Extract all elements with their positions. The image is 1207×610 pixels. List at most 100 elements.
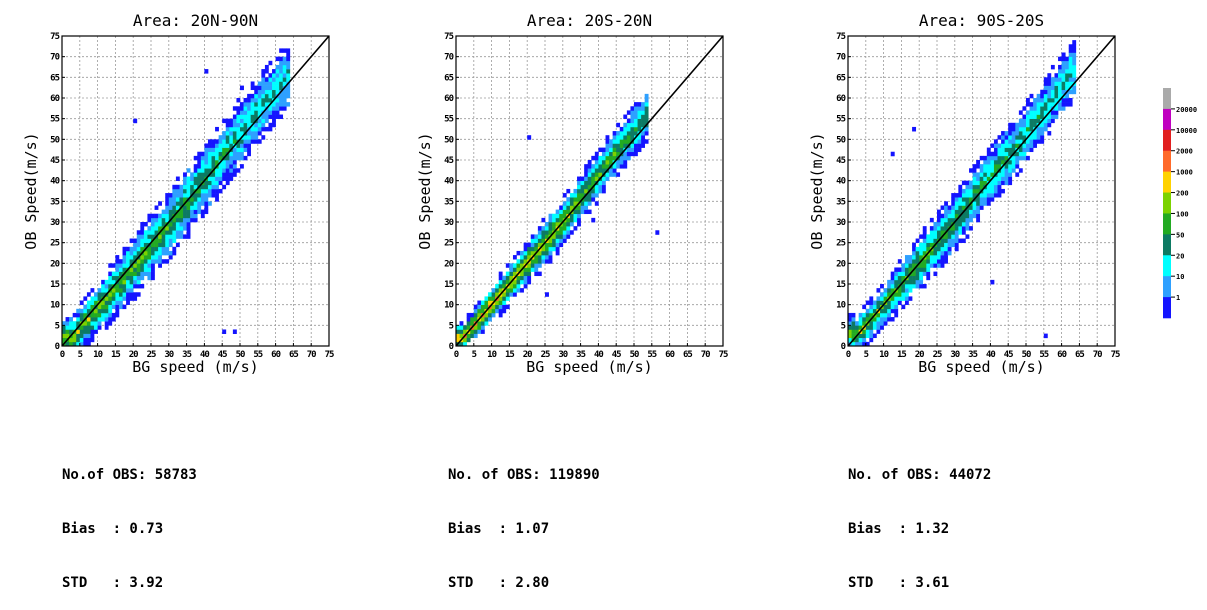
density-cell — [1008, 160, 1013, 165]
colorbar-level-label: 200 — [1176, 190, 1189, 198]
density-cell — [929, 234, 934, 239]
density-cell — [976, 213, 981, 219]
x-tick-label: 75 — [1111, 350, 1120, 360]
colorbar-swatch — [1163, 192, 1171, 214]
density-cell — [634, 102, 638, 107]
density-cell — [883, 321, 888, 326]
obs-count-label: No.of OBS: 58783 — [62, 467, 197, 483]
outlier-point — [1061, 52, 1066, 58]
density-cell — [175, 226, 180, 231]
density-cell — [118, 304, 123, 310]
density-cell — [587, 201, 592, 206]
density-cell — [979, 164, 984, 169]
density-cell — [122, 292, 127, 297]
density-cell — [161, 234, 166, 239]
density-cell — [268, 85, 273, 91]
density-cell — [264, 81, 269, 86]
density-cell — [186, 213, 191, 219]
density-cell — [498, 312, 503, 318]
density-cell — [527, 255, 532, 260]
x-tick-label: 15 — [111, 350, 120, 360]
density-cell — [172, 201, 177, 206]
density-cell — [644, 106, 649, 111]
density-cell — [1058, 93, 1062, 99]
density-cell — [186, 222, 191, 227]
density-cell — [1001, 172, 1005, 177]
density-cell — [264, 93, 269, 99]
density-cell — [591, 197, 596, 202]
density-cell — [1072, 44, 1077, 49]
density-cell — [172, 226, 177, 231]
density-cell — [1018, 139, 1023, 144]
density-cell — [901, 304, 906, 310]
density-cell — [122, 296, 127, 301]
density-cell — [990, 193, 995, 198]
density-cell — [983, 197, 988, 202]
density-cell — [101, 292, 106, 297]
density-cell — [566, 234, 571, 239]
density-cell — [951, 238, 956, 243]
density-cell — [1008, 122, 1013, 128]
density-cell — [993, 143, 998, 148]
density-cell — [83, 308, 88, 314]
density-cell — [534, 255, 539, 260]
density-cell — [601, 180, 606, 186]
density-cell — [562, 226, 567, 231]
density-cell — [580, 193, 585, 198]
density-cell — [1054, 89, 1059, 95]
density-cell — [133, 292, 138, 297]
colorbar-level-label: 1000 — [1176, 169, 1193, 177]
density-cell — [264, 102, 269, 107]
density-cell — [240, 143, 244, 148]
density-cell — [545, 255, 549, 260]
y-tick-label: 70 — [836, 53, 845, 63]
density-cell — [1022, 151, 1027, 157]
density-cell — [111, 288, 116, 293]
density-cell — [537, 263, 542, 268]
density-cell — [466, 317, 471, 322]
density-cell — [537, 255, 542, 260]
density-cell — [1011, 147, 1016, 153]
density-cell — [972, 205, 977, 210]
density-cell — [1040, 139, 1045, 144]
density-cell — [1050, 81, 1055, 86]
density-cell — [495, 292, 500, 297]
density-cell — [279, 93, 284, 99]
density-cell — [933, 255, 938, 260]
density-cell — [470, 333, 475, 339]
density-cell — [480, 304, 485, 310]
density-cell — [1047, 81, 1052, 86]
x-tick-label: 40 — [200, 350, 209, 360]
density-cell — [979, 155, 984, 161]
density-cell — [215, 160, 219, 165]
density-cell — [243, 98, 248, 103]
density-cell — [969, 184, 973, 190]
density-cell — [958, 201, 963, 206]
density-cell — [951, 213, 956, 219]
density-cell — [168, 234, 173, 239]
density-cell — [69, 337, 73, 343]
density-cell — [140, 284, 145, 289]
density-cell — [573, 226, 578, 231]
density-cell — [993, 168, 998, 173]
density-cell — [172, 230, 177, 235]
density-cell — [161, 230, 166, 235]
density-cell — [545, 226, 549, 231]
density-cell — [908, 288, 913, 293]
density-cell — [190, 172, 195, 177]
density-cell — [552, 234, 556, 239]
density-cell — [986, 155, 991, 161]
density-cell — [154, 242, 159, 248]
density-cell — [115, 300, 120, 305]
density-cell — [644, 110, 649, 115]
density-cell — [1004, 168, 1009, 173]
density-cell — [1050, 85, 1055, 91]
density-cell — [548, 250, 553, 256]
y-tick-label: 35 — [50, 197, 59, 207]
density-cell — [498, 288, 503, 293]
density-cell — [926, 255, 931, 260]
density-cell — [904, 259, 909, 264]
density-cell — [619, 147, 624, 153]
density-cell — [197, 164, 202, 169]
density-cell — [1004, 135, 1009, 140]
